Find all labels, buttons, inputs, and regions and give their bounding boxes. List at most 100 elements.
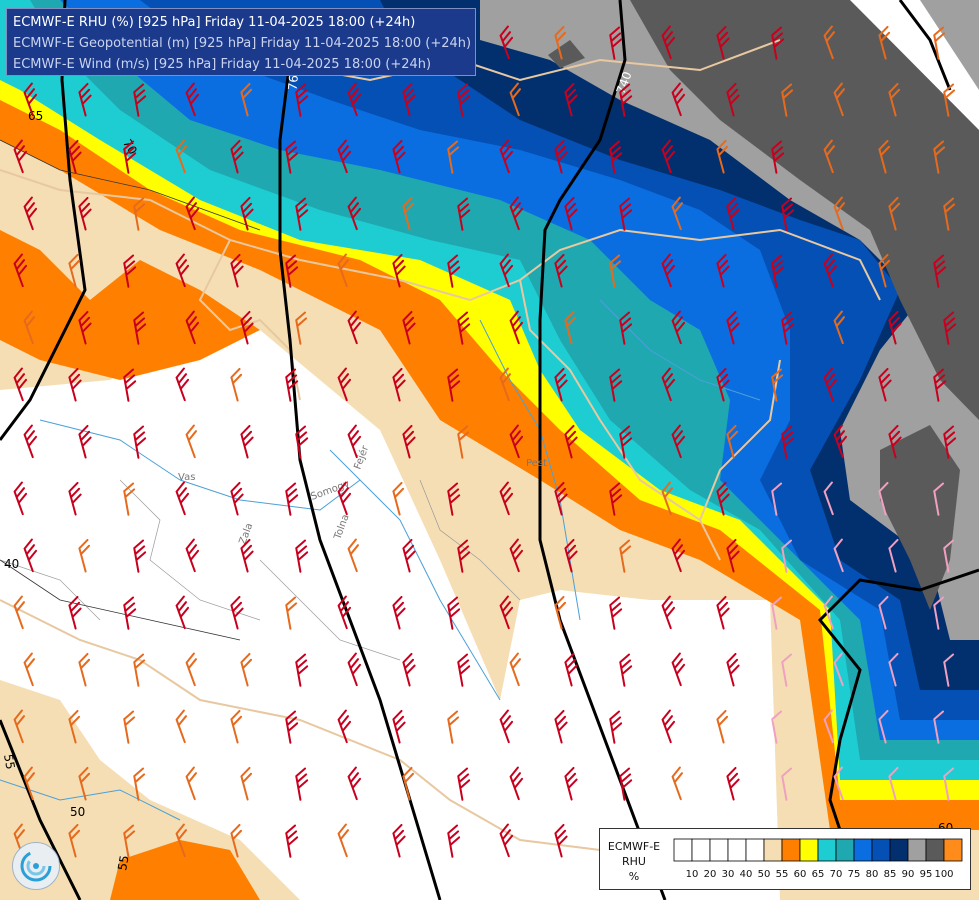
legend-swatch bbox=[727, 838, 747, 862]
wind-barb bbox=[619, 767, 633, 801]
wind-barb bbox=[447, 140, 460, 174]
wind-barb bbox=[78, 310, 92, 345]
wind-barb bbox=[347, 82, 362, 117]
wind-barb bbox=[402, 196, 415, 231]
wind-barb bbox=[295, 425, 309, 459]
wind-barb bbox=[878, 253, 891, 288]
wind-barb bbox=[392, 139, 406, 174]
wind-barb bbox=[554, 823, 568, 858]
legend-tick-label: 50 bbox=[758, 869, 771, 880]
wind-barb bbox=[78, 766, 91, 801]
wind-barb bbox=[781, 653, 793, 687]
wind-barb bbox=[240, 310, 254, 345]
wind-barb bbox=[68, 595, 82, 630]
wind-barb bbox=[671, 196, 683, 231]
geopotential-contour-760-b bbox=[0, 0, 87, 441]
wind-barb bbox=[888, 652, 899, 687]
wind-barb bbox=[726, 424, 739, 459]
wind-barb bbox=[457, 311, 471, 345]
wind-barb bbox=[392, 709, 406, 744]
wind-barb bbox=[175, 481, 190, 516]
wind-barb bbox=[771, 140, 785, 174]
rhu-band-55-south bbox=[0, 680, 300, 900]
wind-barb bbox=[554, 367, 568, 402]
wind-barb bbox=[716, 139, 729, 174]
wind-barb bbox=[726, 82, 740, 117]
wind-barb bbox=[619, 83, 633, 117]
legend-swatch bbox=[943, 838, 963, 862]
wind-barb bbox=[133, 83, 147, 117]
wind-barb bbox=[230, 253, 244, 288]
wind-barb bbox=[402, 538, 416, 573]
title-rhu: ECMWF-E RHU (%) [925 hPa] Friday 11-04-2… bbox=[13, 15, 416, 30]
wind-barb bbox=[943, 425, 957, 459]
title-box: ECMWF-E RHU (%) [925 hPa] Friday 11-04-2… bbox=[6, 8, 476, 76]
wind-barb bbox=[240, 82, 253, 117]
wind-barb bbox=[564, 766, 578, 801]
wind-barb bbox=[402, 82, 416, 117]
wind-barb bbox=[781, 311, 795, 345]
wind-barbs bbox=[13, 25, 957, 858]
wind-barb bbox=[23, 196, 38, 231]
wind-barb bbox=[609, 26, 623, 60]
wind-barb bbox=[554, 481, 568, 516]
wind-barb bbox=[285, 140, 299, 174]
wind-barb bbox=[123, 368, 137, 402]
legend-tick-label: 60 bbox=[794, 869, 807, 880]
wind-barb bbox=[13, 481, 28, 516]
wind-barb bbox=[13, 595, 25, 630]
legend-swatch bbox=[871, 838, 891, 862]
wind-barb bbox=[564, 196, 578, 231]
wind-barb bbox=[933, 26, 946, 60]
wind-barb bbox=[833, 424, 848, 459]
wind-barb bbox=[726, 652, 740, 687]
wind-barb bbox=[823, 709, 834, 744]
wind-barb bbox=[771, 710, 783, 744]
wind-barb bbox=[609, 482, 623, 516]
wind-barb bbox=[23, 538, 38, 573]
wind-barb bbox=[447, 596, 461, 630]
legend-tick-label: 10 bbox=[686, 869, 699, 880]
wind-barb bbox=[509, 766, 524, 801]
wind-barb bbox=[133, 653, 146, 687]
wind-barb bbox=[833, 766, 844, 801]
wind-barb bbox=[78, 652, 91, 687]
legend-swatch bbox=[763, 838, 783, 862]
wind-barb bbox=[509, 196, 524, 231]
rhu-band-60-s bbox=[110, 840, 260, 900]
wind-barb bbox=[347, 424, 362, 459]
title-wind: ECMWF-E Wind (m/s) [925 hPa] Friday 11-0… bbox=[13, 57, 432, 72]
legend-label: ECMWF-E RHU % bbox=[602, 839, 666, 884]
legend-tick-label: 80 bbox=[866, 869, 879, 880]
wind-barb bbox=[554, 25, 567, 60]
wind-barb bbox=[771, 254, 785, 288]
wind-barb bbox=[447, 482, 461, 516]
wind-barb bbox=[833, 310, 845, 345]
wind-barb bbox=[457, 197, 471, 231]
legend-tick-label: 55 bbox=[776, 869, 789, 880]
wind-barb bbox=[337, 481, 352, 516]
wind-barb bbox=[933, 254, 947, 288]
wind-barb bbox=[347, 310, 362, 345]
wind-barb bbox=[175, 823, 187, 858]
wind-barb bbox=[661, 367, 676, 402]
wind-barb bbox=[771, 26, 785, 60]
wind-barb bbox=[726, 766, 740, 801]
wind-barb bbox=[13, 253, 28, 288]
legend-tick-label: 85 bbox=[884, 869, 897, 880]
wind-barb bbox=[671, 310, 686, 345]
wind-barb bbox=[888, 82, 901, 117]
wind-barb bbox=[609, 596, 623, 630]
wind-barb bbox=[943, 197, 956, 231]
wind-barb bbox=[68, 139, 82, 174]
wind-barb bbox=[554, 139, 568, 174]
wind-barb bbox=[781, 539, 793, 573]
wind-barb bbox=[295, 311, 308, 345]
wind-barb bbox=[823, 253, 838, 288]
wind-barb bbox=[347, 766, 362, 801]
wind-barb bbox=[78, 82, 92, 117]
admin-lines bbox=[0, 479, 521, 661]
wind-barb bbox=[671, 652, 686, 687]
wind-barb bbox=[878, 595, 889, 630]
wind-barb bbox=[554, 709, 568, 744]
